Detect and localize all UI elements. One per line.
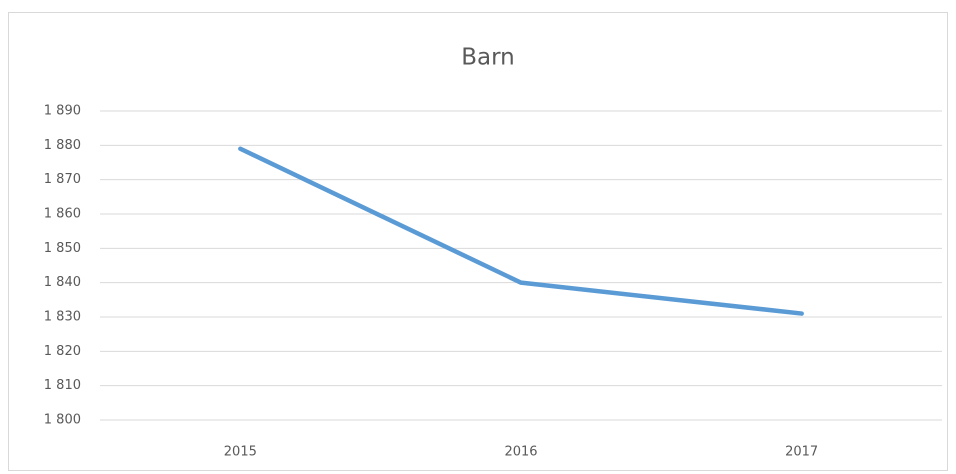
x-tick-label: 2016 xyxy=(504,445,537,460)
y-tick-label: 1 890 xyxy=(44,104,81,119)
y-tick-label: 1 880 xyxy=(44,138,81,153)
y-tick-label: 1 850 xyxy=(44,241,81,256)
x-tick-label: 2017 xyxy=(785,445,818,460)
x-tick-label: 2015 xyxy=(224,445,257,460)
chart-border xyxy=(8,12,948,471)
y-tick-label: 1 800 xyxy=(44,413,81,428)
chart-title: Barn xyxy=(461,45,515,71)
y-tick-label: 1 830 xyxy=(44,310,81,325)
y-tick-label: 1 840 xyxy=(44,275,81,290)
y-tick-label: 1 820 xyxy=(44,344,81,359)
y-tick-label: 1 860 xyxy=(44,207,81,222)
data-line xyxy=(238,146,804,316)
y-tick-label: 1 810 xyxy=(44,378,81,393)
y-tick-label: 1 870 xyxy=(44,172,81,187)
